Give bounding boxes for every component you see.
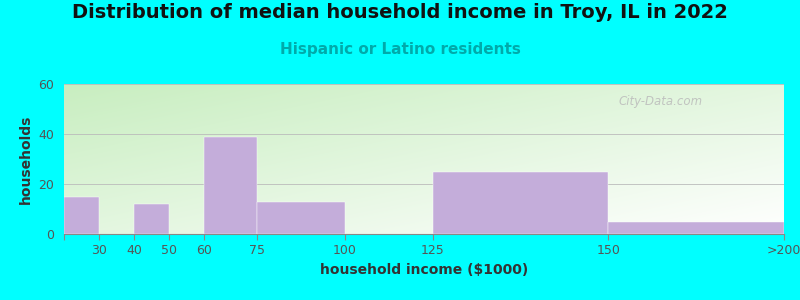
Bar <box>608 221 784 234</box>
Bar <box>433 172 608 234</box>
Text: Distribution of median household income in Troy, IL in 2022: Distribution of median household income … <box>72 3 728 22</box>
Bar <box>205 136 257 234</box>
Y-axis label: households: households <box>19 114 33 204</box>
Text: Hispanic or Latino residents: Hispanic or Latino residents <box>279 42 521 57</box>
X-axis label: household income ($1000): household income ($1000) <box>320 263 528 277</box>
Text: City-Data.com: City-Data.com <box>618 94 702 107</box>
Bar <box>134 204 170 234</box>
Bar <box>64 196 99 234</box>
Bar <box>257 202 345 234</box>
